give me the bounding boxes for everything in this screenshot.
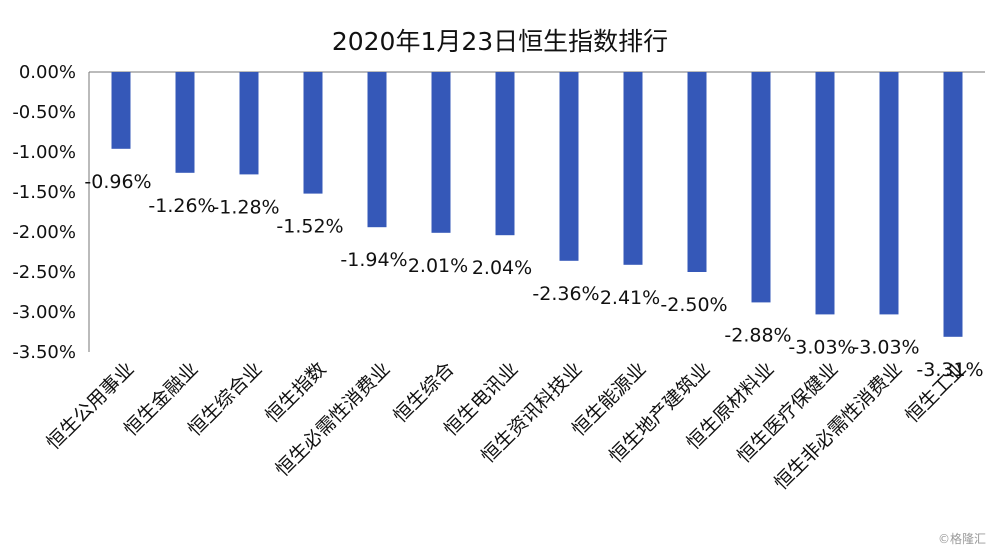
y-tick-label: -2.00%	[12, 222, 76, 243]
bar	[367, 72, 387, 228]
y-tick-label: -3.50%	[12, 342, 76, 363]
y-tick-label: -1.50%	[12, 182, 76, 203]
data-label: -1.52%	[276, 216, 343, 238]
bar	[495, 72, 515, 236]
chart-title: 2020年1月23日恒生指数排行	[332, 27, 668, 56]
bar	[815, 72, 835, 315]
x-tick-label: 恒生非必需性消费业	[770, 358, 906, 494]
data-label: -0.96%	[84, 171, 151, 193]
y-tick-label: -1.00%	[12, 142, 76, 163]
bar	[431, 72, 451, 233]
x-tick-label: 恒生必需性消费业	[271, 358, 394, 481]
bar	[303, 72, 323, 194]
y-tick-labels: 0.00% -0.50% -1.00% -1.50% -2.00% -2.50% -3.00…	[12, 62, 76, 363]
y-tick-label: -0.50%	[12, 102, 76, 123]
y-tick-label: 0.00%	[19, 62, 76, 83]
watermark: ©格隆汇	[937, 532, 986, 546]
bars	[111, 72, 963, 337]
bar	[879, 72, 899, 315]
bar	[239, 72, 259, 175]
bar	[623, 72, 643, 265]
data-label: 2.41%	[600, 287, 660, 309]
data-label: -1.28%	[212, 196, 279, 218]
data-label: -2.36%	[532, 283, 599, 305]
x-tick-label: 恒生公用事业	[42, 358, 138, 454]
data-label: -1.94%	[340, 249, 407, 271]
data-labels: -0.96%-1.26%-1.28%-1.52% -1.94% 2.01% 2.04%…	[84, 171, 983, 381]
data-label: -2.50%	[660, 294, 727, 316]
y-tick-label: -2.50%	[12, 262, 76, 283]
bar	[687, 72, 707, 272]
data-label: -2.88%	[724, 324, 791, 346]
x-tick-labels: 恒生公用事业恒生金融业恒生综合业恒生指数恒生必需性消费业恒生综合恒生电讯业恒生资…	[42, 358, 970, 494]
bar	[111, 72, 131, 149]
bar	[175, 72, 195, 173]
data-label: -3.03%	[788, 336, 855, 358]
bar	[559, 72, 579, 261]
data-label: -3.03%	[852, 336, 919, 358]
bar	[943, 72, 963, 337]
bar	[751, 72, 771, 303]
data-label: -1.26%	[148, 195, 215, 217]
data-label: -3.31%	[916, 359, 983, 381]
data-label: 2.04%	[472, 257, 532, 279]
y-tick-label: -3.00%	[12, 302, 76, 323]
data-label: 2.01%	[408, 255, 468, 277]
